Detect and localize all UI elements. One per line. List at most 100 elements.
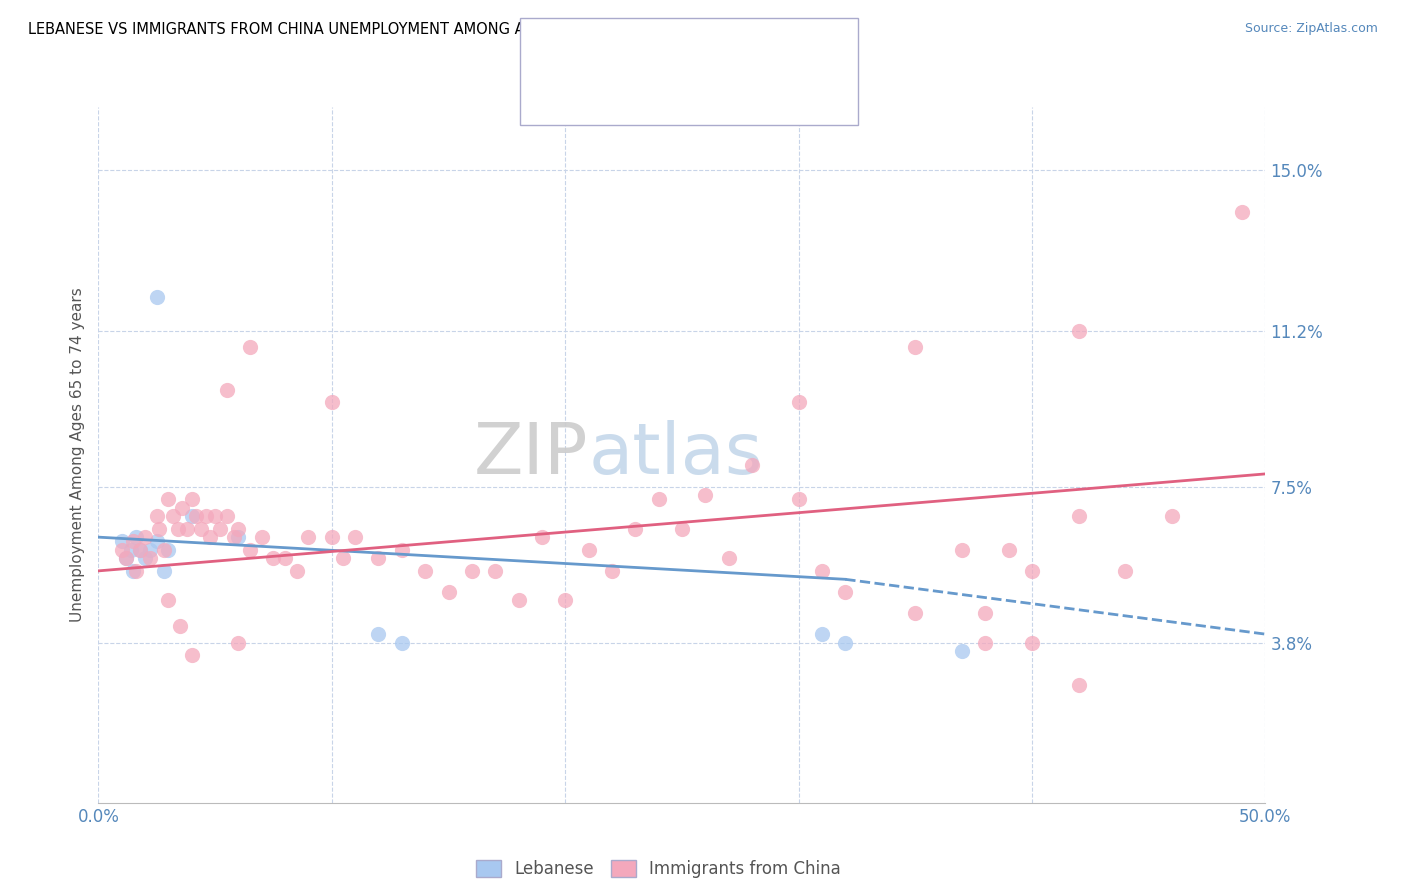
Point	[125, 530, 148, 544]
Point	[139, 551, 162, 566]
Point	[391, 635, 413, 649]
Point	[162, 509, 184, 524]
Point	[904, 340, 927, 354]
Point	[811, 627, 834, 641]
Point	[228, 635, 250, 649]
Point	[139, 542, 162, 557]
Point	[146, 290, 169, 304]
Point	[120, 542, 142, 557]
Point	[578, 542, 600, 557]
Point	[239, 340, 262, 354]
Text: 19: 19	[734, 45, 756, 62]
Point	[671, 522, 693, 536]
Point	[904, 606, 927, 620]
Text: -0.124: -0.124	[630, 45, 689, 62]
Point	[974, 635, 997, 649]
Point	[321, 395, 343, 409]
Text: R =: R =	[593, 45, 630, 62]
Point	[1067, 678, 1090, 692]
Text: N =: N =	[689, 45, 737, 62]
Y-axis label: Unemployment Among Ages 65 to 74 years: Unemployment Among Ages 65 to 74 years	[69, 287, 84, 623]
Point	[134, 530, 156, 544]
Point	[262, 551, 284, 566]
Point	[176, 522, 198, 536]
Point	[222, 530, 245, 544]
Point	[391, 542, 413, 557]
Point	[1021, 564, 1043, 578]
Point	[148, 522, 170, 536]
Point	[695, 488, 717, 502]
Point	[129, 542, 152, 557]
Point	[152, 542, 174, 557]
Point	[122, 564, 145, 578]
Point	[1161, 509, 1184, 524]
Point	[787, 395, 810, 409]
Legend: Lebanese, Immigrants from China: Lebanese, Immigrants from China	[470, 854, 848, 885]
Point	[134, 551, 156, 566]
Text: 0.235: 0.235	[630, 80, 682, 98]
Point	[834, 585, 856, 599]
Point	[437, 585, 460, 599]
Point	[215, 509, 238, 524]
Point	[1067, 509, 1090, 524]
Point	[624, 522, 647, 536]
Point	[169, 618, 191, 632]
Point	[228, 522, 250, 536]
Point	[344, 530, 367, 544]
Point	[950, 542, 973, 557]
Point	[180, 492, 202, 507]
Point	[180, 648, 202, 663]
Text: Source: ZipAtlas.com: Source: ZipAtlas.com	[1244, 22, 1378, 36]
Point	[180, 509, 202, 524]
Point	[647, 492, 669, 507]
Point	[297, 530, 319, 544]
Point	[974, 606, 997, 620]
Text: 71: 71	[734, 80, 756, 98]
Point	[146, 534, 169, 549]
Point	[1230, 205, 1253, 219]
Text: ZIP: ZIP	[474, 420, 589, 490]
Point	[194, 509, 217, 524]
Point	[1021, 635, 1043, 649]
Point	[190, 522, 212, 536]
Point	[413, 564, 436, 578]
Point	[239, 542, 262, 557]
Point	[115, 551, 138, 566]
Point	[285, 564, 308, 578]
Point	[834, 635, 856, 649]
Point	[125, 564, 148, 578]
Point	[200, 530, 222, 544]
Point	[811, 564, 834, 578]
Point	[332, 551, 354, 566]
Point	[508, 593, 530, 607]
Point	[111, 534, 134, 549]
Point	[166, 522, 188, 536]
Point	[787, 492, 810, 507]
Point	[274, 551, 297, 566]
Point	[484, 564, 506, 578]
Point	[157, 593, 180, 607]
Point	[367, 627, 389, 641]
Point	[950, 644, 973, 658]
Point	[741, 458, 763, 473]
Point	[215, 383, 238, 397]
Point	[186, 509, 208, 524]
Text: LEBANESE VS IMMIGRANTS FROM CHINA UNEMPLOYMENT AMONG AGES 65 TO 74 YEARS CORRELA: LEBANESE VS IMMIGRANTS FROM CHINA UNEMPL…	[28, 22, 841, 37]
Point	[111, 542, 134, 557]
Point	[208, 522, 231, 536]
Text: atlas: atlas	[589, 420, 763, 490]
Text: N =: N =	[689, 80, 737, 98]
Point	[157, 542, 180, 557]
Point	[228, 530, 250, 544]
Point	[172, 500, 194, 515]
Point	[204, 509, 226, 524]
Point	[367, 551, 389, 566]
Point	[157, 492, 180, 507]
Point	[461, 564, 484, 578]
Point	[1067, 324, 1090, 338]
Point	[1114, 564, 1136, 578]
Point	[997, 542, 1019, 557]
Point	[530, 530, 553, 544]
Point	[321, 530, 343, 544]
Point	[122, 534, 145, 549]
